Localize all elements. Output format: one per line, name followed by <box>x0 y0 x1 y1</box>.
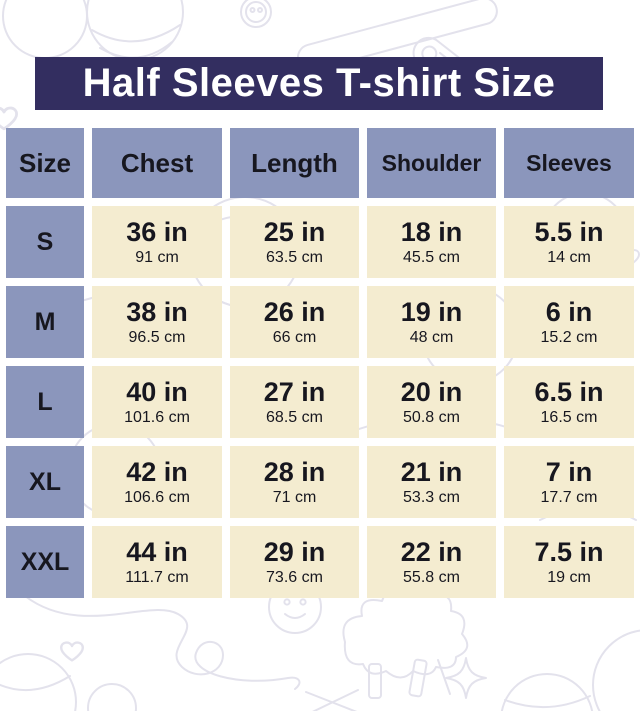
cell-length: 29 in 73.6 cm <box>230 526 359 598</box>
value-inches: 36 in <box>126 216 188 247</box>
size-label-cell: M <box>6 286 84 358</box>
value-inches: 5.5 in <box>534 216 604 247</box>
cell-sleeves: 6.5 in 16.5 cm <box>504 366 634 438</box>
value-centimeters: 71 cm <box>272 488 317 506</box>
cell-shoulder: 18 in 45.5 cm <box>367 206 496 278</box>
yarn-ball-icon <box>500 629 640 711</box>
value-centimeters: 16.5 cm <box>540 408 598 426</box>
value-centimeters: 19 cm <box>547 568 591 586</box>
value-centimeters: 73.6 cm <box>266 568 323 586</box>
sparkle-icon <box>445 657 487 699</box>
size-table: Size Chest Length Shoulder Sleeves S 36 … <box>6 128 634 598</box>
page-title: Half Sleeves T-shirt Size <box>35 57 603 110</box>
row-m: M 38 in 96.5 cm 26 in 66 cm 19 in 48 cm … <box>6 286 634 358</box>
value-centimeters: 96.5 cm <box>128 328 186 346</box>
column-header-size: Size <box>6 128 84 198</box>
value-inches: 21 in <box>400 456 463 487</box>
value-inches: 7 in <box>545 456 593 487</box>
value-centimeters: 66 cm <box>272 328 317 346</box>
column-header-shoulder: Shoulder <box>367 128 496 198</box>
value-centimeters: 45.5 cm <box>403 248 460 266</box>
value-centimeters: 48 cm <box>409 328 454 346</box>
cell-chest: 42 in 106.6 cm <box>92 446 222 518</box>
value-centimeters: 111.7 cm <box>125 568 189 586</box>
column-header-chest: Chest <box>92 128 222 198</box>
value-inches: 28 in <box>263 456 326 487</box>
value-inches: 20 in <box>400 376 463 407</box>
cell-sleeves: 7.5 in 19 cm <box>504 526 634 598</box>
value-centimeters: 101.6 cm <box>124 408 190 426</box>
cell-shoulder: 20 in 50.8 cm <box>367 366 496 438</box>
cell-chest: 40 in 101.6 cm <box>92 366 222 438</box>
value-centimeters: 17.7 cm <box>540 488 598 506</box>
value-inches: 27 in <box>263 376 326 407</box>
size-label-cell: XL <box>6 446 84 518</box>
row-l: L 40 in 101.6 cm 27 in 68.5 cm 20 in 50.… <box>6 366 634 438</box>
value-inches: 6 in <box>545 296 593 327</box>
row-xxl: XXL 44 in 111.7 cm 29 in 73.6 cm 22 in 5… <box>6 526 634 598</box>
cell-sleeves: 5.5 in 14 cm <box>504 206 634 278</box>
value-centimeters: 106.6 cm <box>124 488 190 506</box>
cell-length: 25 in 63.5 cm <box>230 206 359 278</box>
button-icon <box>240 0 272 28</box>
value-inches: 25 in <box>263 216 326 247</box>
value-inches: 44 in <box>126 536 188 567</box>
value-inches: 42 in <box>126 456 188 487</box>
value-centimeters: 15.2 cm <box>540 328 598 346</box>
value-centimeters: 53.3 cm <box>403 488 460 506</box>
value-centimeters: 14 cm <box>547 248 591 266</box>
value-inches: 22 in <box>400 536 463 567</box>
row-s: S 36 in 91 cm 25 in 63.5 cm 18 in 45.5 c… <box>6 206 634 278</box>
value-centimeters: 91 cm <box>135 248 179 266</box>
cell-shoulder: 19 in 48 cm <box>367 286 496 358</box>
column-header-sleeves: Sleeves <box>504 128 634 198</box>
cell-sleeves: 7 in 17.7 cm <box>504 446 634 518</box>
yarn-ball-icon <box>86 0 184 61</box>
value-inches: 19 in <box>400 296 463 327</box>
thread-heart-icon <box>24 595 301 690</box>
cell-shoulder: 21 in 53.3 cm <box>367 446 496 518</box>
value-inches: 18 in <box>400 216 463 247</box>
value-centimeters: 63.5 cm <box>266 248 323 266</box>
size-label-cell: S <box>6 206 84 278</box>
heart-icon <box>60 641 85 662</box>
table-header-row: Size Chest Length Shoulder Sleeves <box>6 128 634 198</box>
cell-length: 28 in 71 cm <box>230 446 359 518</box>
cell-shoulder: 22 in 55.8 cm <box>367 526 496 598</box>
value-inches: 38 in <box>126 296 188 327</box>
size-label-cell: XXL <box>6 526 84 598</box>
value-centimeters: 68.5 cm <box>266 408 323 426</box>
scissors-icon <box>305 689 359 711</box>
cell-length: 27 in 68.5 cm <box>230 366 359 438</box>
value-inches: 6.5 in <box>534 376 604 407</box>
value-centimeters: 50.8 cm <box>403 408 460 426</box>
value-inches: 26 in <box>263 296 326 327</box>
cell-length: 26 in 66 cm <box>230 286 359 358</box>
heart-icon <box>0 106 18 131</box>
value-inches: 29 in <box>263 536 326 567</box>
yarn-ball-icon <box>0 653 137 711</box>
value-inches: 40 in <box>126 376 188 407</box>
size-label-cell: L <box>6 366 84 438</box>
value-centimeters: 55.8 cm <box>403 568 460 586</box>
value-inches: 7.5 in <box>534 536 604 567</box>
mitten-icon <box>2 0 88 59</box>
column-header-length: Length <box>230 128 359 198</box>
cell-chest: 44 in 111.7 cm <box>92 526 222 598</box>
cell-chest: 36 in 91 cm <box>92 206 222 278</box>
cell-sleeves: 6 in 15.2 cm <box>504 286 634 358</box>
sheep-icon <box>342 586 469 699</box>
cell-chest: 38 in 96.5 cm <box>92 286 222 358</box>
row-xl: XL 42 in 106.6 cm 28 in 71 cm 21 in 53.3… <box>6 446 634 518</box>
